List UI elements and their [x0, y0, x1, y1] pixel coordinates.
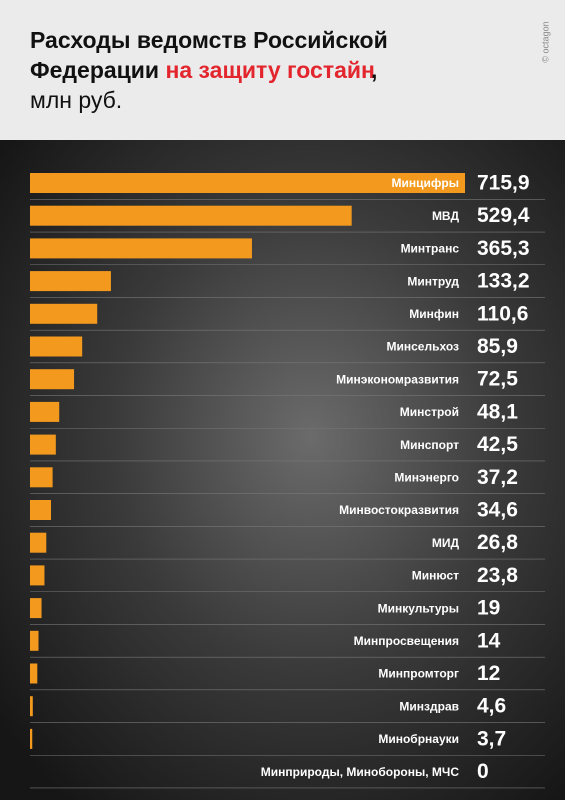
category-label: Минцифры — [392, 176, 459, 190]
bar — [30, 434, 56, 455]
category-label: Минстрой — [400, 405, 459, 419]
value-label: 14 — [477, 629, 501, 652]
category-label: МИД — [432, 536, 460, 550]
bar — [30, 369, 75, 390]
value-label: 37,2 — [477, 466, 518, 489]
bar — [30, 532, 47, 553]
category-label: Минздрав — [399, 699, 459, 713]
bar — [30, 598, 42, 619]
category-label: Минкультуры — [378, 601, 459, 615]
bar — [30, 696, 33, 717]
credit: © octagon — [540, 21, 550, 62]
value-label: 42,5 — [477, 433, 518, 456]
category-label: Минобрнауки — [378, 732, 459, 746]
category-label: Минфин — [409, 307, 459, 321]
category-label: Минприроды, Минобороны, МЧС — [261, 765, 460, 779]
title-highlight: на защиту гостайн — [165, 57, 374, 83]
category-label: МВД — [432, 209, 460, 223]
bar — [30, 630, 39, 651]
value-label: 110,6 — [477, 302, 528, 325]
category-label: Минпросвещения — [354, 634, 459, 648]
category-label: Минтруд — [407, 274, 459, 288]
title-part: Федерации — [30, 57, 159, 83]
bar — [30, 205, 352, 226]
value-label: 12 — [477, 662, 500, 685]
value-label: 529,4 — [477, 204, 530, 227]
category-label: Минтранс — [401, 242, 460, 256]
header-bg — [0, 0, 565, 140]
value-label: 365,3 — [477, 237, 530, 260]
value-label: 19 — [477, 597, 500, 620]
category-label: Минспорт — [400, 438, 459, 452]
bar — [30, 303, 98, 324]
category-label: Минэнерго — [394, 470, 459, 484]
bar — [30, 238, 252, 259]
value-label: 72,5 — [477, 368, 518, 391]
value-label: 0 — [477, 760, 489, 783]
bar — [30, 271, 111, 292]
bar — [30, 173, 465, 193]
value-label: 85,9 — [477, 335, 518, 358]
category-label: Минвостокразвития — [339, 503, 459, 517]
category-label: Минэкономразвития — [336, 372, 459, 386]
value-label: 4,6 — [477, 695, 506, 718]
bar — [30, 500, 52, 520]
bar — [30, 401, 60, 422]
value-label: 34,6 — [477, 499, 518, 522]
title-line2: Федерации на защиту гостайн, — [30, 57, 377, 83]
bar — [30, 467, 53, 488]
bar — [30, 663, 38, 684]
title-line1: Расходы ведомств Российской — [30, 27, 388, 53]
value-label: 715,9 — [477, 172, 530, 195]
value-label: 26,8 — [477, 531, 518, 554]
value-label: 3,7 — [477, 727, 506, 750]
category-label: Минпромторг — [378, 667, 459, 681]
category-label: Минсельхоз — [387, 340, 460, 354]
title-part: , — [371, 57, 377, 83]
value-label: 133,2 — [477, 270, 530, 293]
category-label: Минюст — [412, 569, 459, 583]
subtitle: млн руб. — [30, 87, 122, 113]
bar — [30, 565, 45, 586]
bar — [30, 336, 83, 357]
value-label: 48,1 — [477, 400, 518, 423]
value-label: 23,8 — [477, 564, 518, 587]
bar — [30, 728, 33, 749]
